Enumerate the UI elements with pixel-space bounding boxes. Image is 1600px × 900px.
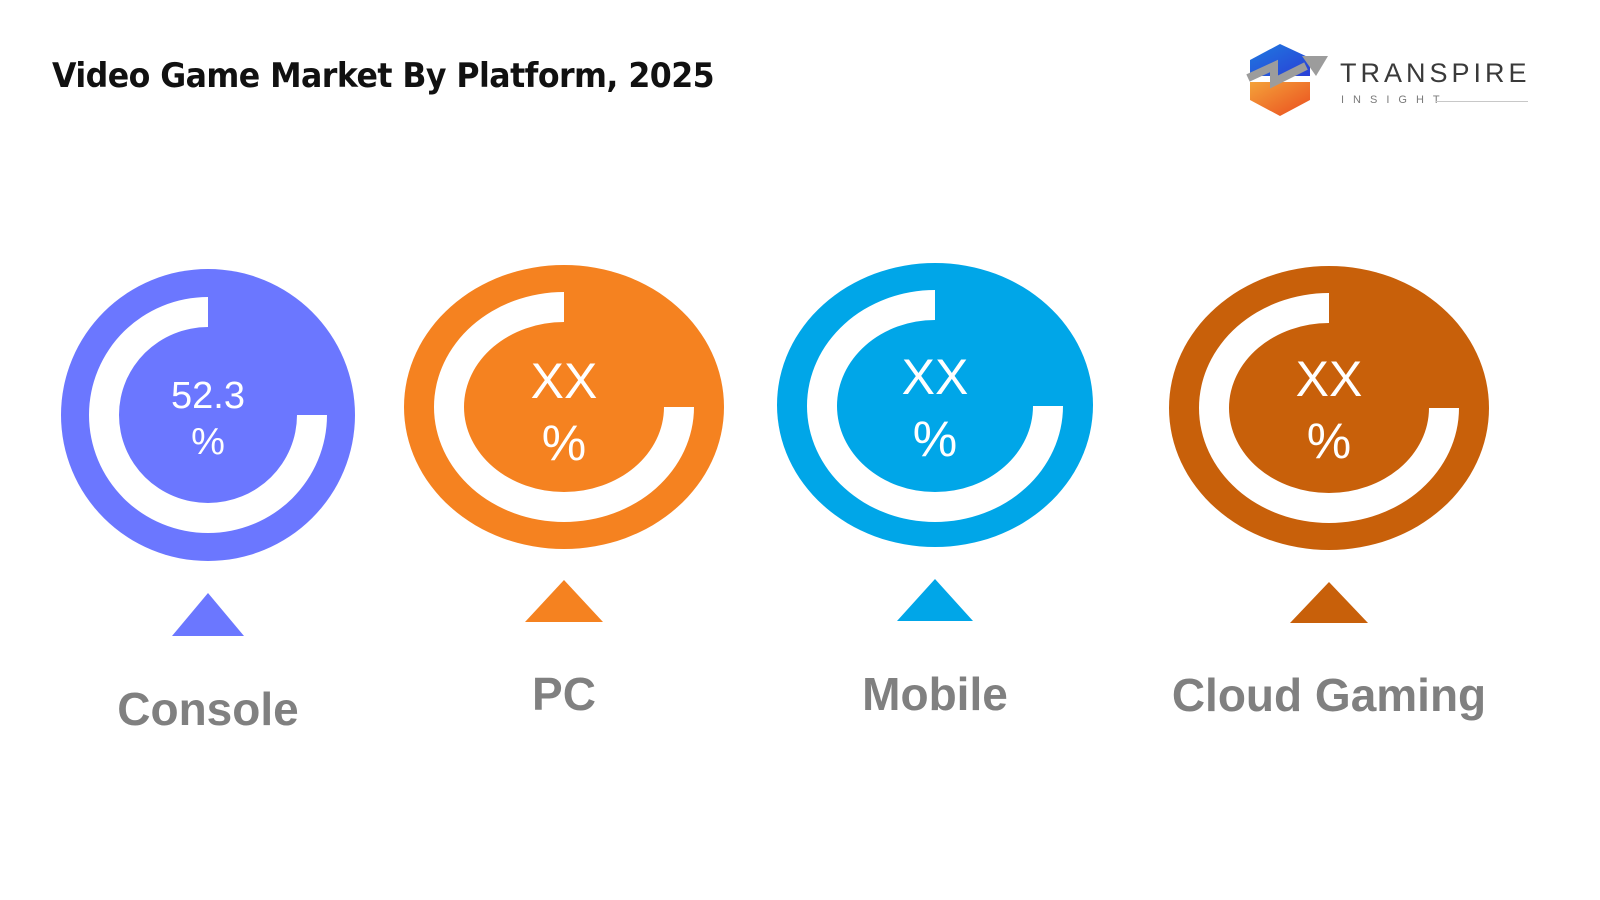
- logo-wordmark: TRANSPIRE: [1340, 58, 1531, 88]
- segment-pc: XX %: [404, 265, 724, 622]
- cloud-gaming-triangle-icon: [1290, 582, 1368, 623]
- console-value: 52.3: [171, 375, 245, 417]
- mobile-triangle-icon: [897, 579, 973, 621]
- transpire-hexagon-icon: [1246, 44, 1328, 116]
- logo-subtitle: INSIGHT: [1341, 94, 1449, 106]
- segment-mobile: XX %: [777, 263, 1093, 621]
- page-title: Video Game Market By Platform, 2025: [52, 56, 715, 96]
- category-label-pc: PC: [532, 668, 596, 720]
- mobile-percent: %: [913, 411, 957, 467]
- mobile-value: XX: [902, 349, 969, 405]
- cloud-gaming-value: XX: [1296, 351, 1363, 407]
- category-label-mobile: Mobile: [862, 668, 1008, 720]
- category-label-cloud-gaming: Cloud Gaming: [1171, 669, 1487, 721]
- pc-percent: %: [542, 415, 586, 471]
- segment-cloud-gaming: XX %: [1169, 266, 1489, 623]
- pc-triangle-icon: [525, 580, 603, 622]
- console-triangle-icon: [172, 593, 244, 636]
- console-percent: %: [191, 421, 225, 463]
- brand-logo: TRANSPIRE INSIGHT: [1246, 42, 1536, 118]
- category-label-console: Console: [117, 683, 299, 735]
- pc-value: XX: [531, 353, 598, 409]
- logo-divider: [1436, 101, 1528, 102]
- cloud-gaming-percent: %: [1307, 413, 1351, 469]
- segment-console: 52.3 %: [61, 269, 355, 636]
